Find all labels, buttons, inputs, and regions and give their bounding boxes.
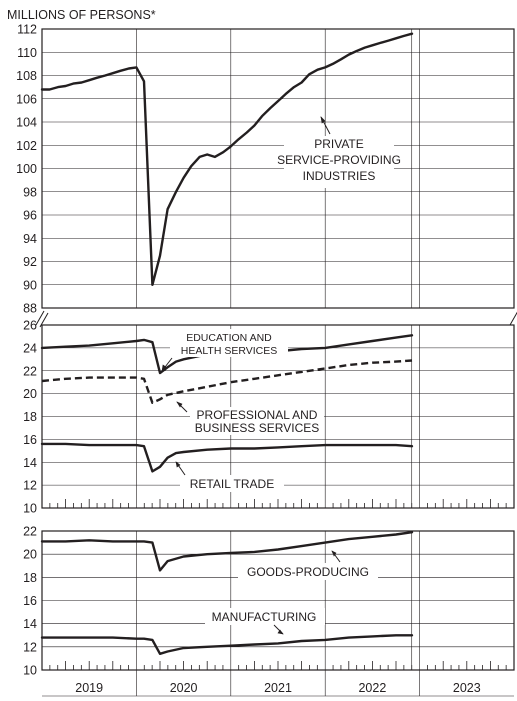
annotation-industries: INDUSTRIES bbox=[303, 169, 376, 183]
y-tick-label: 22 bbox=[23, 364, 37, 378]
y-tick-label: 12 bbox=[23, 640, 37, 654]
bottom-panel-minor-ticks bbox=[49, 661, 507, 670]
series-line-top-0 bbox=[40, 32, 414, 286]
year-label: 2023 bbox=[453, 681, 481, 695]
annotation-health-services: HEALTH SERVICES bbox=[181, 345, 277, 357]
year-label: 2019 bbox=[75, 681, 103, 695]
y-tick-label: 98 bbox=[23, 185, 37, 199]
y-tick-label: 10 bbox=[23, 664, 37, 678]
annotation-education-and: EDUCATION AND bbox=[186, 332, 272, 344]
y-tick-label: 96 bbox=[23, 209, 37, 223]
y-tick-label: 108 bbox=[16, 69, 37, 83]
y-tick-label: 110 bbox=[17, 46, 37, 60]
series-line-bottom-1 bbox=[40, 634, 414, 655]
y-tick-label: 112 bbox=[17, 23, 37, 37]
y-tick-label: 90 bbox=[23, 278, 37, 292]
annotation-goods-producing: GOODS-PRODUCING bbox=[247, 565, 369, 579]
y-tick-label: 26 bbox=[23, 319, 37, 333]
year-label: 2021 bbox=[264, 681, 292, 695]
middle-panel-series bbox=[40, 334, 414, 473]
y-tick-label: 18 bbox=[23, 571, 37, 585]
annotation-business-services: BUSINESS SERVICES bbox=[195, 421, 320, 435]
year-axis: 2019 2020 2021 2022 2023 bbox=[75, 670, 481, 696]
bottom-panel-y-ticks: 10 12 14 16 18 20 22 bbox=[23, 525, 37, 678]
y-tick-label: 20 bbox=[23, 548, 37, 562]
bottom-panel-series bbox=[40, 531, 414, 655]
top-panel-grid bbox=[42, 29, 514, 308]
service-pointer-head bbox=[320, 116, 326, 124]
y-tick-label: 16 bbox=[23, 433, 37, 447]
y-tick-label: 94 bbox=[23, 232, 37, 246]
middle-panel-minor-ticks bbox=[49, 499, 507, 508]
year-label: 2020 bbox=[170, 681, 198, 695]
education-pointer-head bbox=[161, 364, 167, 372]
series-line-middle-0 bbox=[40, 334, 414, 375]
annotation-professional-and: PROFESSIONAL AND bbox=[197, 408, 318, 422]
y-tick-label: 10 bbox=[23, 502, 37, 516]
professional-pointer-head bbox=[176, 401, 183, 408]
annotation-manufacturing: MANUFACTURING bbox=[212, 610, 317, 624]
annotation-service-providing: SERVICE-PROVIDING bbox=[277, 153, 401, 167]
series-line-middle-1 bbox=[41, 359, 413, 404]
top-panel-y-ticks: 88 90 92 94 96 98 100 102 104 106 108 110 112 bbox=[16, 23, 37, 316]
y-tick-label: 20 bbox=[23, 387, 37, 401]
retail-pointer-head bbox=[175, 461, 181, 468]
y-tick-label: 18 bbox=[23, 410, 37, 424]
top-panel-series bbox=[40, 32, 414, 286]
y-tick-label: 102 bbox=[16, 139, 37, 153]
y-tick-label: 16 bbox=[23, 594, 37, 608]
y-tick-label: 100 bbox=[16, 162, 37, 176]
annotation-retail-trade: RETAIL TRADE bbox=[190, 477, 274, 491]
series-line-middle-2 bbox=[40, 442, 414, 473]
manufacturing-pointer-head bbox=[277, 629, 284, 635]
y-tick-label: 92 bbox=[23, 255, 37, 269]
y-tick-label: 24 bbox=[23, 341, 37, 355]
y-tick-label: 104 bbox=[16, 116, 37, 130]
year-label: 2022 bbox=[358, 681, 386, 695]
middle-panel-y-ticks: 10 12 14 16 18 20 22 24 26 bbox=[23, 319, 37, 516]
annotation-private: PRIVATE bbox=[314, 137, 364, 151]
bottom-panel-annotations: GOODS-PRODUCING MANUFACTURING bbox=[205, 550, 378, 635]
series-line-bottom-0 bbox=[40, 531, 414, 572]
y-tick-label: 14 bbox=[23, 617, 37, 631]
unit-label: MILLIONS OF PERSONS* bbox=[7, 8, 156, 22]
y-tick-label: 22 bbox=[23, 525, 37, 539]
goods-pointer-head bbox=[331, 550, 337, 557]
y-tick-label: 12 bbox=[23, 479, 37, 493]
y-tick-label: 88 bbox=[23, 302, 37, 316]
y-tick-label: 14 bbox=[23, 456, 37, 470]
middle-panel-annotations: EDUCATION AND HEALTH SERVICES PROFESSION… bbox=[161, 329, 324, 492]
y-tick-label: 106 bbox=[16, 92, 37, 106]
bottom-panel-grid bbox=[42, 531, 514, 670]
top-panel-annotations: PRIVATE SERVICE-PROVIDING INDUSTRIES bbox=[277, 116, 401, 188]
